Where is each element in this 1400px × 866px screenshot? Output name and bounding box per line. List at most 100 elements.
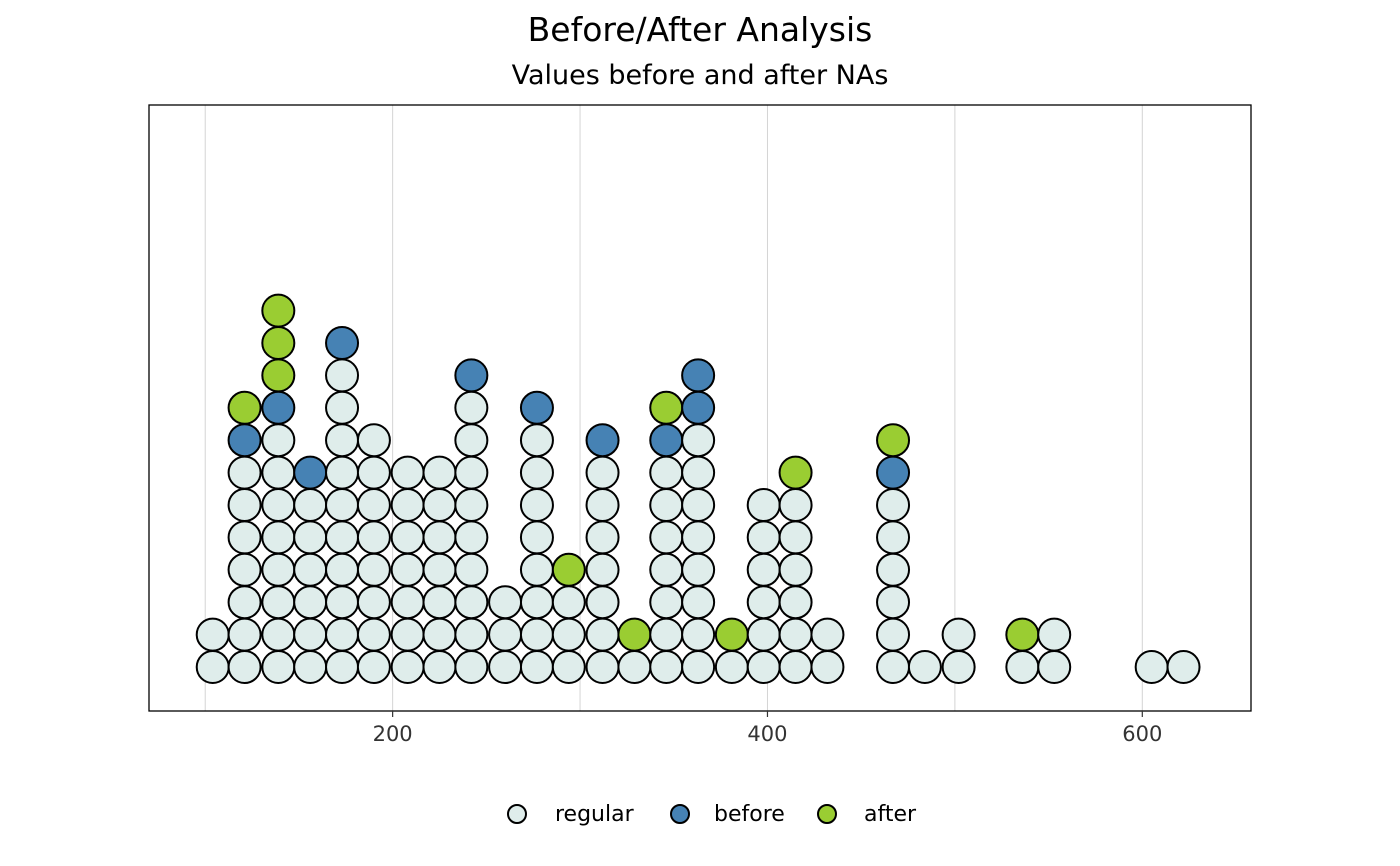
dot-regular-x277-row6 (519, 488, 554, 522)
dot-regular-x225-row5 (422, 520, 457, 555)
dot-regular-x312-row4 (585, 552, 620, 587)
dot-regular-x156-row6 (293, 488, 328, 522)
dots-layer (195, 293, 1201, 684)
dot-after-x536-row2 (1005, 617, 1040, 652)
dot-regular-x467-row5 (876, 520, 911, 555)
dot-regular-x190-row7 (356, 455, 391, 490)
dot-regular-x346-row7 (649, 455, 684, 490)
dot-regular-x139-row7 (261, 455, 296, 490)
dot-regular-x363-row3 (681, 585, 716, 620)
dot-regular-x415-row4 (778, 552, 813, 587)
dot-regular-x536-row1 (1005, 650, 1040, 684)
dot-regular-x139-row4 (261, 552, 296, 587)
dot-regular-x242-row2 (454, 617, 489, 652)
dot-regular-x415-row2 (778, 617, 813, 652)
dot-regular-x173-row10 (325, 358, 360, 393)
dot-regular-x242-row8 (454, 423, 489, 458)
dot-regular-x190-row6 (356, 488, 391, 522)
dot-regular-x398-row1 (746, 650, 781, 684)
dot-regular-x415-row6 (778, 488, 813, 522)
dot-before-x156-row7 (293, 455, 328, 490)
x-tick-label-600: 600 (1122, 722, 1162, 746)
dot-regular-x208-row7 (390, 455, 425, 490)
dot-regular-x208-row3 (390, 585, 425, 620)
dot-regular-x121-row4 (227, 552, 262, 587)
legend-key-regular (507, 804, 527, 824)
chart-title: Before/After Analysis (528, 10, 873, 49)
dot-regular-x346-row4 (649, 552, 684, 587)
legend-label-before: before (714, 802, 785, 827)
dot-regular-x242-row4 (454, 552, 489, 587)
dot-regular-x173-row4 (325, 552, 360, 587)
dot-regular-x484-row1 (907, 650, 942, 684)
dot-regular-x329-row1 (617, 650, 652, 684)
dot-regular-x363-row8 (681, 423, 716, 458)
dot-before-x121-row8 (227, 423, 262, 458)
dot-regular-x139-row5 (261, 520, 296, 555)
dot-regular-x190-row1 (356, 650, 391, 684)
dot-regular-x467-row4 (876, 552, 911, 587)
dot-regular-x173-row5 (325, 520, 360, 555)
dot-regular-x398-row5 (746, 520, 781, 555)
dot-regular-x104-row2 (195, 617, 230, 652)
dot-regular-x156-row2 (293, 617, 328, 652)
dot-regular-x173-row9 (325, 390, 360, 425)
dot-regular-x363-row1 (681, 650, 716, 684)
legend-key-before (670, 804, 690, 824)
dot-before-x139-row9 (261, 390, 296, 425)
dot-regular-x156-row1 (293, 650, 328, 684)
dot-regular-x139-row6 (261, 488, 296, 522)
dot-regular-x346-row2 (649, 617, 684, 652)
dot-regular-x225-row2 (422, 617, 457, 652)
dot-regular-x381-row1 (714, 650, 749, 684)
dot-regular-x121-row6 (227, 488, 262, 522)
dot-regular-x346-row6 (649, 488, 684, 522)
dot-regular-x190-row2 (356, 617, 391, 652)
dot-regular-x190-row4 (356, 552, 391, 587)
dot-regular-x467-row6 (876, 488, 911, 522)
dot-regular-x346-row1 (649, 650, 684, 684)
dot-regular-x225-row4 (422, 552, 457, 587)
dot-regular-x208-row6 (390, 488, 425, 522)
dot-regular-x242-row9 (454, 390, 489, 425)
dot-regular-x208-row4 (390, 552, 425, 587)
dot-regular-x294-row2 (551, 617, 586, 652)
dot-regular-x277-row4 (519, 552, 554, 587)
dot-regular-x121-row1 (227, 650, 262, 684)
dot-before-x312-row8 (585, 423, 620, 458)
dot-after-x121-row9 (227, 390, 262, 425)
legend: regular before after (507, 802, 917, 827)
dot-regular-x104-row1 (195, 650, 230, 684)
dot-before-x467-row7 (876, 455, 911, 490)
dot-after-x381-row2 (714, 617, 749, 652)
dot-regular-x173-row7 (325, 455, 360, 490)
dot-regular-x173-row2 (325, 617, 360, 652)
dot-after-x346-row9 (649, 390, 684, 425)
dot-before-x173-row11 (325, 326, 360, 360)
dot-regular-x346-row5 (649, 520, 684, 555)
dot-regular-x415-row5 (778, 520, 813, 555)
dot-regular-x277-row8 (519, 423, 554, 458)
dot-regular-x432-row1 (810, 650, 845, 684)
dot-regular-x277-row7 (519, 455, 554, 490)
dot-regular-x242-row3 (454, 585, 489, 620)
dot-regular-x312-row2 (585, 617, 620, 652)
dot-regular-x242-row6 (454, 488, 489, 522)
dot-regular-x156-row4 (293, 552, 328, 587)
dot-regular-x312-row5 (585, 520, 620, 555)
dot-regular-x432-row2 (810, 617, 845, 652)
legend-key-after (817, 804, 837, 824)
dot-regular-x294-row3 (551, 585, 586, 620)
dot-regular-x190-row5 (356, 520, 391, 555)
dot-regular-x363-row7 (681, 455, 716, 490)
dot-after-x139-row11 (261, 326, 296, 360)
dot-regular-x415-row3 (778, 585, 813, 620)
dot-regular-x173-row1 (325, 650, 360, 684)
dot-regular-x502-row2 (941, 617, 976, 652)
legend-label-after: after (864, 802, 917, 827)
x-tick-label-200: 200 (373, 722, 413, 746)
dot-before-x242-row10 (454, 358, 489, 393)
dot-regular-x260-row2 (488, 617, 523, 652)
dot-before-x277-row9 (519, 390, 554, 425)
